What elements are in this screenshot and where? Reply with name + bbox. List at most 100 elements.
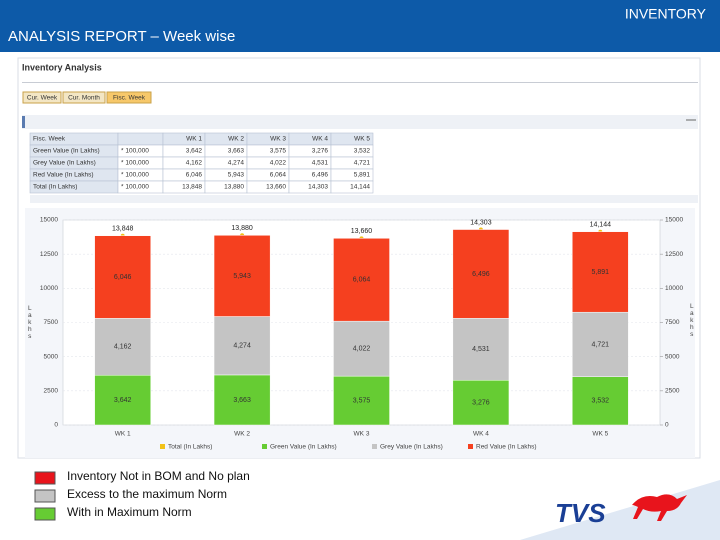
y2-tick-label: 5000: [665, 353, 680, 360]
table-value: 4,721: [354, 160, 371, 167]
y2-tick-label: 7500: [665, 319, 680, 326]
logo-horse: [632, 494, 687, 521]
table-value: 3,663: [228, 148, 245, 155]
table-header: WK 4: [312, 136, 328, 143]
table-value: Grey Value (In Lakhs): [33, 160, 96, 167]
table-value: * 100,000: [121, 148, 149, 155]
bar-segment: [452, 229, 510, 319]
y-tick-label: 2500: [44, 388, 59, 395]
bar-segment: [452, 379, 510, 426]
bar-segment: [571, 231, 629, 313]
table-value: 13,848: [182, 184, 202, 191]
y2-tick-label: 10000: [665, 285, 683, 292]
y2-axis-label: Lakhs: [688, 303, 695, 338]
segment-label: 6,064: [353, 277, 371, 284]
y2-tick-label: 2500: [665, 388, 680, 395]
table-value: 14,144: [350, 184, 370, 191]
legend-label: Green Value (In Lakhs): [270, 444, 337, 451]
table-value: Total (In Lakhs): [33, 184, 77, 191]
tab-label[interactable]: Cur. Month: [68, 95, 100, 102]
table-value: 3,575: [270, 148, 287, 155]
table-value: 5,943: [228, 172, 245, 179]
y-tick-label: 5000: [44, 353, 59, 360]
segment-label: 3,642: [114, 397, 132, 404]
table-value: Green Value (In Lakhs): [33, 148, 100, 155]
table-strip: [30, 195, 698, 203]
table-header: Fisc. Week: [33, 136, 66, 143]
table-value: * 100,000: [121, 172, 149, 179]
table-value: 3,276: [312, 148, 329, 155]
tab[interactable]: [62, 91, 106, 104]
table-value: 13,660: [266, 184, 286, 191]
toolbar-marker: [22, 116, 25, 128]
tab[interactable]: [22, 91, 62, 104]
note-swatch: [34, 489, 56, 503]
divider: [22, 82, 698, 83]
total-label: 13,660: [351, 228, 373, 235]
table-value: * 100,000: [121, 184, 149, 191]
table-value: Red Value (In Lakhs): [33, 172, 94, 179]
table-value: 6,064: [270, 172, 287, 179]
table-value: 13,880: [224, 184, 244, 191]
header-title: INVENTORY: [625, 6, 707, 22]
note-swatch: [34, 471, 56, 485]
bar-segment: [94, 318, 152, 376]
table-value: 5,891: [354, 172, 371, 179]
table-header: WK 5: [354, 136, 370, 143]
table-value: * 100,000: [121, 160, 149, 167]
x-tick-label: WK 5: [592, 431, 608, 438]
y-tick-label: 12500: [40, 251, 58, 258]
table-cell: [117, 132, 164, 146]
total-label: 13,848: [112, 226, 134, 233]
bar-segment: [213, 235, 271, 317]
table-value: 6,496: [312, 172, 329, 179]
bar-segment: [213, 374, 271, 426]
y-tick-label: 0: [54, 422, 58, 429]
table-value: 4,274: [228, 160, 245, 167]
segment-label: 4,022: [353, 346, 371, 353]
legend-label: Grey Value (In Lakhs): [380, 444, 443, 451]
segment-label: 6,046: [114, 274, 132, 281]
bar-segment: [213, 316, 271, 376]
table-value: 4,162: [186, 160, 203, 167]
legend-label: Red Value (In Lakhs): [476, 444, 537, 451]
tab[interactable]: [106, 91, 152, 104]
table-value: 3,532: [354, 148, 371, 155]
legend-swatch: [160, 444, 165, 449]
legend-label: Total (In Lakhs): [168, 444, 212, 451]
x-tick-label: WK 2: [234, 431, 250, 438]
tab-label[interactable]: Fisc. Week: [113, 95, 146, 102]
table-value: 4,531: [312, 160, 329, 167]
y2-tick-label: 0: [665, 422, 669, 429]
note-text: Inventory Not in BOM and No plan: [67, 469, 250, 483]
logo-text: TVS: [555, 498, 606, 528]
x-tick-label: WK 1: [115, 431, 131, 438]
segment-label: 5,891: [592, 269, 610, 276]
total-label: 14,144: [590, 222, 612, 229]
segment-label: 3,575: [353, 397, 371, 404]
note-swatch: [34, 507, 56, 521]
table-cell: [330, 180, 374, 194]
header-bar: [0, 0, 720, 52]
header-subtitle: ANALYSIS REPORT – Week wise: [8, 28, 235, 45]
y-tick-label: 7500: [44, 319, 59, 326]
total-label: 13,880: [231, 225, 253, 232]
x-tick-label: WK 3: [354, 431, 370, 438]
y2-tick-label: 12500: [665, 251, 683, 258]
segment-label: 5,943: [233, 273, 251, 280]
x-tick-label: WK 4: [473, 431, 489, 438]
tab-label[interactable]: Cur. Week: [27, 95, 58, 102]
segment-label: 4,531: [472, 346, 490, 353]
table-value: 14,303: [308, 184, 328, 191]
table-header: WK 2: [228, 136, 244, 143]
legend-swatch: [372, 444, 377, 449]
legend-swatch: [468, 444, 473, 449]
bar-segment: [452, 318, 510, 381]
segment-label: 4,162: [114, 344, 132, 351]
note-text: Excess to the maximum Norm: [67, 487, 227, 501]
note-text: With in Maximum Norm: [67, 505, 192, 519]
y-axis-label: Lakhs: [26, 305, 33, 340]
table-header: WK 1: [186, 136, 202, 143]
bar-segment: [94, 235, 152, 319]
segment-label: 3,663: [233, 397, 251, 404]
